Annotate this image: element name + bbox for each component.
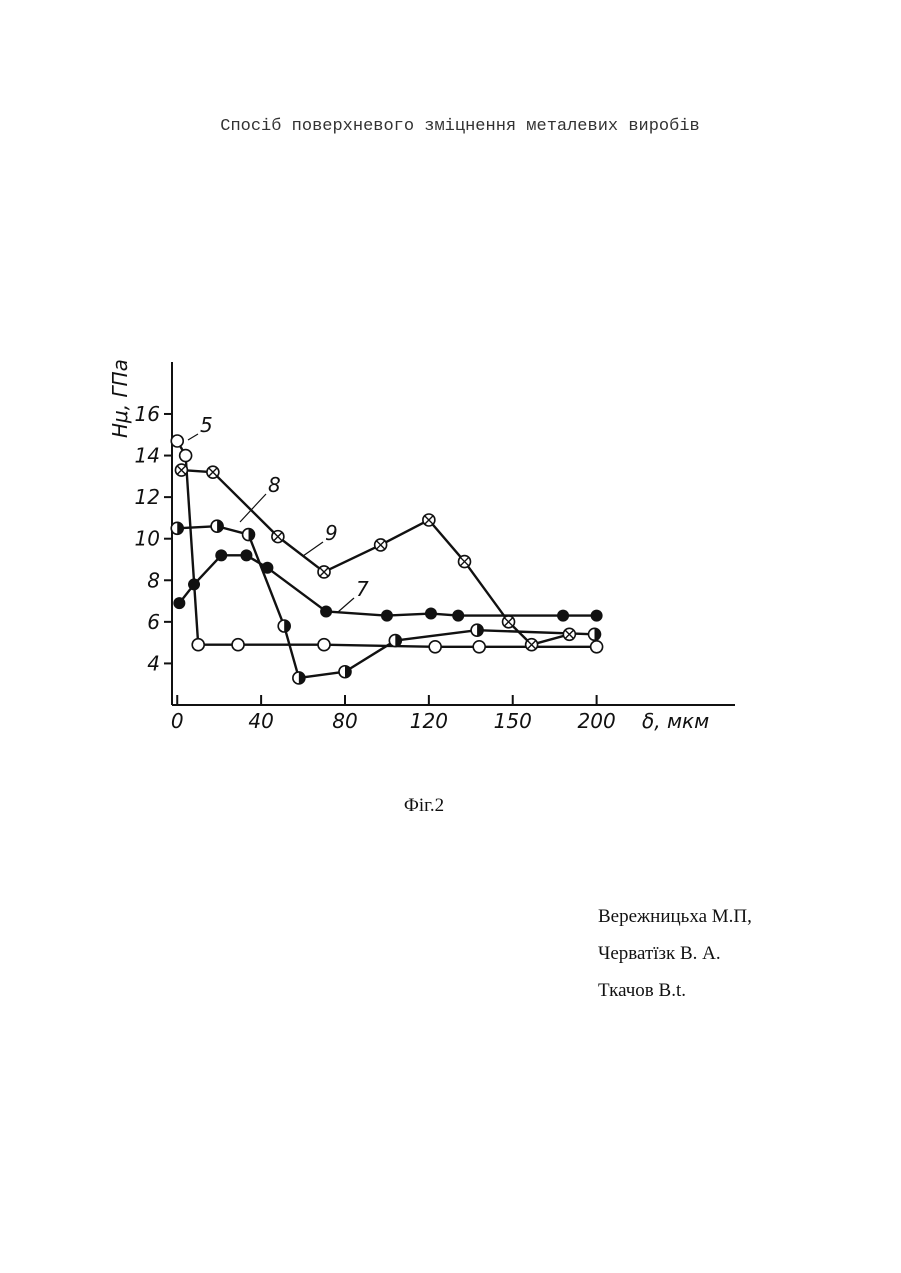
point (425, 608, 437, 620)
curve-label: 9 (325, 521, 338, 545)
point (261, 562, 273, 574)
leader-line (338, 598, 354, 612)
point (318, 639, 330, 651)
y-axis-label: Hμ, ГПа (108, 359, 132, 438)
point (591, 641, 603, 653)
y-tick-label: 16 (135, 402, 160, 426)
y-tick-label: 6 (147, 610, 160, 634)
point (215, 549, 227, 561)
point (473, 641, 485, 653)
leader-line (303, 542, 323, 556)
x-tick-label: 200 (578, 709, 616, 733)
chart: δ, мкм Hμ, ГПа 0 40 80 120 150 200 4 6 8 10 12 14 16 5 8… (108, 359, 735, 733)
point (232, 639, 244, 651)
point (171, 435, 183, 447)
author: Ткачов В.t. (598, 980, 686, 1001)
leader-line (240, 494, 266, 522)
y-tick-label: 14 (135, 444, 160, 468)
author: Вережницьха М.П, (598, 906, 752, 927)
point (320, 605, 332, 617)
point (192, 639, 204, 651)
point (452, 610, 464, 622)
point (173, 597, 185, 609)
point (240, 549, 252, 561)
x-axis-label: δ, мкм (642, 709, 709, 733)
y-tick-label: 8 (147, 568, 160, 592)
caption: Фіг.2 (404, 795, 444, 816)
x-tick-label: 120 (410, 709, 448, 733)
title: Спосіб поверхневого зміцнення металевих … (220, 117, 699, 136)
curve-label: 7 (356, 577, 369, 601)
y-tick-label: 4 (147, 651, 160, 675)
x-tick-label: 0 (171, 709, 184, 733)
point (188, 578, 200, 590)
point (180, 450, 192, 462)
x-tick-label: 150 (494, 709, 532, 733)
point (557, 610, 569, 622)
point (429, 641, 441, 653)
curve (179, 555, 596, 615)
author: Черватїзк В. А. (598, 943, 721, 964)
point (381, 610, 393, 622)
y-tick-label: 12 (135, 485, 160, 509)
x-tick-label: 80 (332, 709, 357, 733)
y-tick-label: 10 (135, 527, 160, 551)
x-tick-label: 40 (248, 709, 273, 733)
curve-label: 8 (268, 473, 281, 497)
curve-label: 5 (200, 413, 213, 437)
leader-line (188, 434, 198, 440)
page: Спосіб поверхневого зміцнення металевих … (0, 0, 901, 1273)
point (591, 610, 603, 622)
